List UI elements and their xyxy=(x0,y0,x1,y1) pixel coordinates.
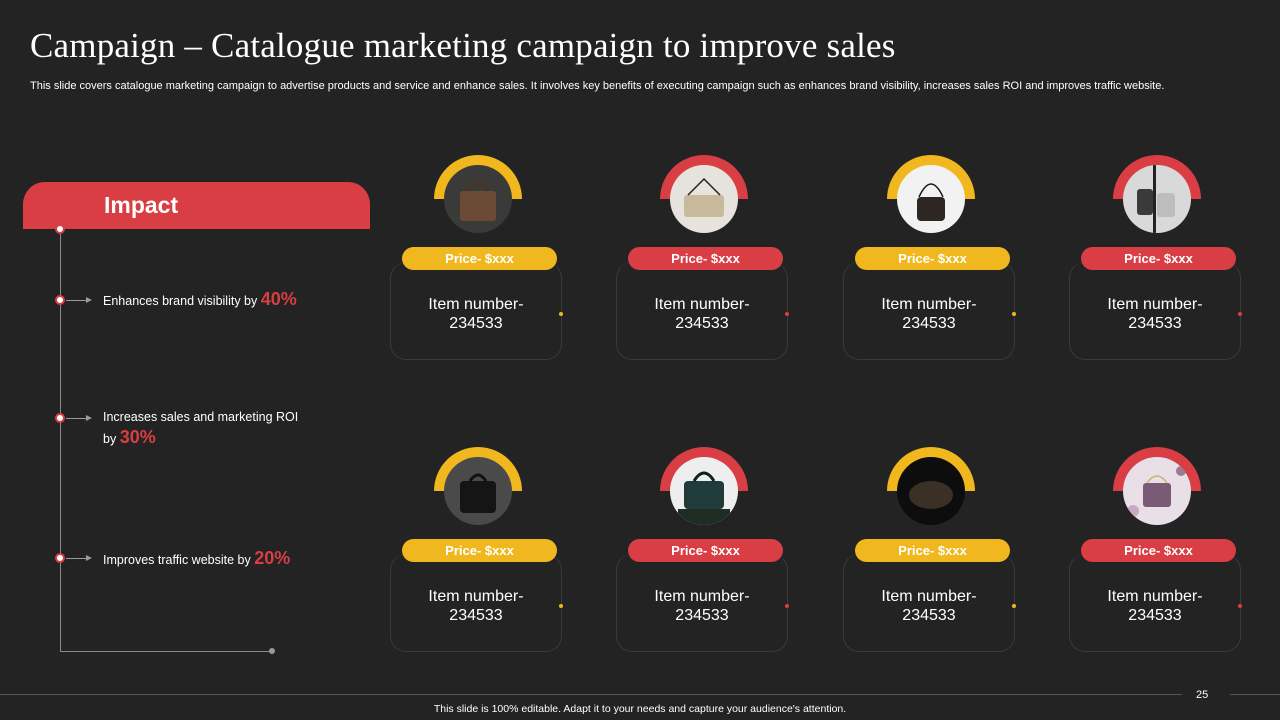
patterned-shoulder-bag-icon xyxy=(897,165,965,233)
accent-dot xyxy=(559,604,563,608)
footer-note: This slide is 100% editable. Adapt it to… xyxy=(433,703,847,715)
timeline-start-dot xyxy=(55,224,65,234)
price-badge: Price- $xxx xyxy=(628,247,783,270)
product-card: Price- $xxx Item number- 234533 xyxy=(843,155,1019,365)
black-sequin-bag-icon xyxy=(444,457,512,525)
benefit-text: Improves traffic website by xyxy=(103,553,255,567)
impact-heading: Impact xyxy=(104,192,179,218)
price-badge: Price- $xxx xyxy=(402,539,557,562)
product-card: Price- $xxx Item number- 234533 xyxy=(616,155,792,365)
accent-dot xyxy=(1012,312,1016,316)
benefit-percent: 40% xyxy=(260,289,297,309)
brown-tote-bag-icon xyxy=(444,165,512,233)
price-badge: Price- $xxx xyxy=(1081,539,1236,562)
item-number: Item number- 234533 xyxy=(881,588,977,624)
price-badge: Price- $xxx xyxy=(628,539,783,562)
item-number: Item number- 234533 xyxy=(428,296,524,332)
product-card: Price- $xxx Item number- 234533 xyxy=(390,447,566,657)
item-number: Item number- 234533 xyxy=(654,588,750,624)
quilted-chain-bag-icon xyxy=(1123,457,1191,525)
item-number: Item number- 234533 xyxy=(654,296,750,332)
arrow-right-icon xyxy=(66,415,92,421)
impact-header: Impact xyxy=(23,182,370,229)
accent-dot xyxy=(559,312,563,316)
accent-dot xyxy=(785,604,789,608)
price-badge: Price- $xxx xyxy=(855,247,1010,270)
product-card: Price- $xxx Item number- 234533 xyxy=(390,155,566,365)
product-card: Price- $xxx Item number- 234533 xyxy=(843,447,1019,657)
price-badge: Price- $xxx xyxy=(855,539,1010,562)
benefit-text: Increases sales and marketing ROI by xyxy=(103,410,299,446)
benefit-percent: 30% xyxy=(119,427,156,447)
benefit-bullet-1 xyxy=(55,295,65,305)
accent-dot xyxy=(1238,312,1242,316)
slide-title: Campaign – Catalogue marketing campaign … xyxy=(30,26,896,65)
arrow-right-icon xyxy=(66,297,92,303)
benefit-percent: 20% xyxy=(254,548,291,568)
timeline-horizontal-line xyxy=(60,651,272,652)
item-number: Item number- 234533 xyxy=(881,296,977,332)
price-badge: Price- $xxx xyxy=(402,247,557,270)
accent-dot xyxy=(1012,604,1016,608)
page-number: 25 xyxy=(1196,689,1209,701)
footer-divider-left xyxy=(0,694,1182,695)
accent-dot xyxy=(785,312,789,316)
product-card: Price- $xxx Item number- 234533 xyxy=(1069,155,1245,365)
price-badge: Price- $xxx xyxy=(1081,247,1236,270)
timeline-end-dot xyxy=(269,648,275,654)
benefit-sales-roi: Increases sales and marketing ROI by 30% xyxy=(103,407,313,449)
benefit-bullet-2 xyxy=(55,413,65,423)
slide-subtitle: This slide covers catalogue marketing ca… xyxy=(30,80,1165,92)
product-card: Price- $xxx Item number- 234533 xyxy=(616,447,792,657)
dark-green-handbag-icon xyxy=(670,457,738,525)
hanging-bags-icon xyxy=(1123,165,1191,233)
black-purse-icon xyxy=(897,457,965,525)
arrow-right-icon xyxy=(66,555,92,561)
product-card: Price- $xxx Item number- 234533 xyxy=(1069,447,1245,657)
timeline-vertical-line xyxy=(60,229,61,651)
footer-divider-right xyxy=(1230,694,1280,695)
benefit-bullet-3 xyxy=(55,553,65,563)
benefit-traffic-website: Improves traffic website by 20% xyxy=(103,548,318,570)
accent-dot xyxy=(1238,604,1242,608)
item-number: Item number- 234533 xyxy=(428,588,524,624)
cream-clutch-bag-icon xyxy=(670,165,738,233)
benefit-brand-visibility: Enhances brand visibility by 40% xyxy=(103,289,318,311)
item-number: Item number- 234533 xyxy=(1107,296,1203,332)
item-number: Item number- 234533 xyxy=(1107,588,1203,624)
benefit-text: Enhances brand visibility by xyxy=(103,294,261,308)
